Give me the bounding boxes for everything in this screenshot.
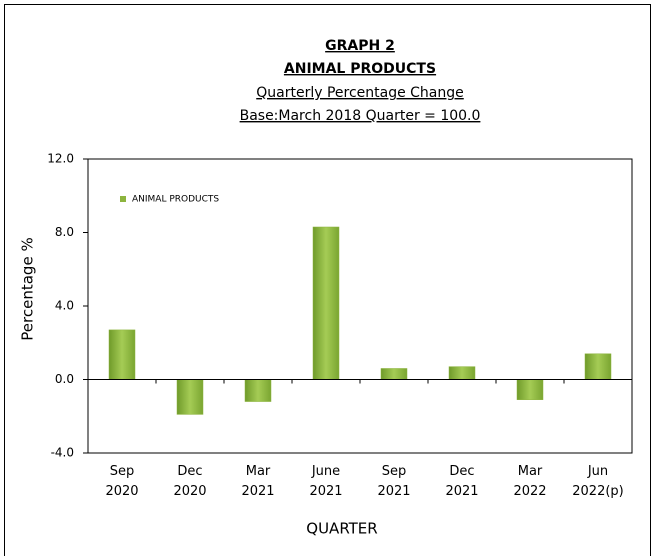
y-tick-label: 4.0 (55, 299, 74, 313)
y-tick-label: 0.0 (55, 372, 74, 386)
bar (312, 226, 340, 380)
x-tick-label: Dec 2021 (445, 464, 479, 499)
x-tick-label: June 2021 (309, 464, 343, 499)
bar (380, 368, 408, 380)
bar (244, 379, 272, 402)
chart-subtitle: ANIMAL PRODUCTS (284, 61, 436, 77)
legend-label: ANIMAL PRODUCTS (132, 195, 219, 205)
x-tick-label: Sep 2021 (377, 464, 411, 499)
x-tick-label: Dec 2020 (173, 464, 207, 499)
bar (516, 379, 544, 400)
bar (584, 353, 612, 380)
y-axis-label: Percentage % (19, 237, 37, 340)
bar (448, 366, 476, 380)
y-tick-label: 8.0 (55, 225, 74, 239)
x-tick-label: Jun 2022(p) (572, 464, 624, 499)
legend-swatch (120, 196, 126, 202)
x-tick-label: Mar 2021 (241, 464, 275, 499)
chart-subtitle: Base:March 2018 Quarter = 100.0 (240, 108, 481, 124)
bar (176, 379, 204, 415)
bar (108, 329, 136, 380)
x-tick-label: Sep 2020 (105, 464, 139, 499)
frame (4, 4, 651, 556)
chart-title: GRAPH 2 (325, 38, 395, 54)
y-tick-label: 12.0 (47, 152, 74, 166)
y-tick-label: -4.0 (51, 446, 74, 460)
x-axis-label: QUARTER (306, 520, 377, 538)
x-tick-label: Mar 2022 (513, 464, 547, 499)
chart-subtitle: Quarterly Percentage Change (256, 85, 464, 101)
